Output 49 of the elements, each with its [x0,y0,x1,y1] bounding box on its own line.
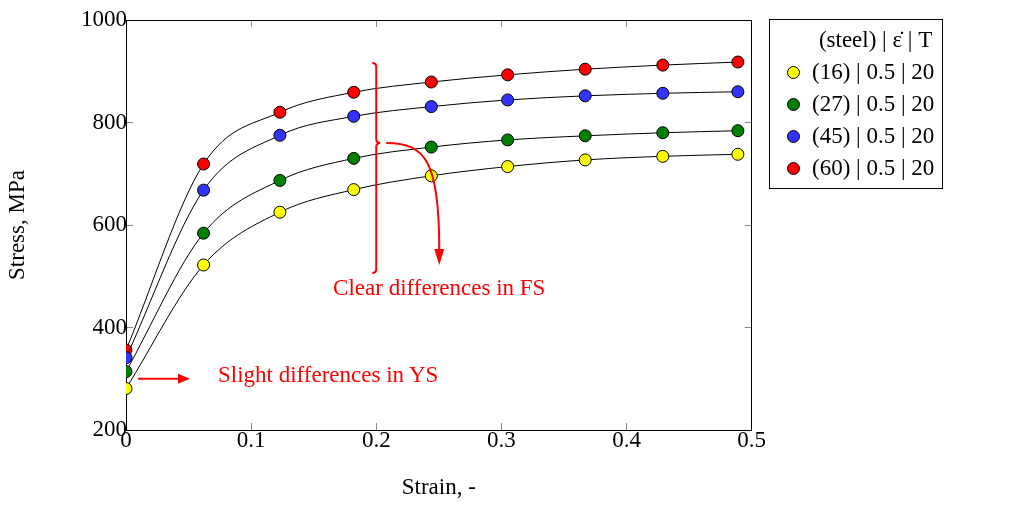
point [731,124,745,138]
y-axis-title: Stress, MPa [3,170,29,280]
point [273,205,287,219]
point [656,126,670,140]
point [273,105,287,119]
point [578,89,592,103]
point [501,160,515,174]
point [578,62,592,76]
point [656,58,670,72]
point [347,109,361,123]
point [731,55,745,69]
point [273,128,287,142]
x-tick-label: 0.4 [612,426,642,452]
point [347,85,361,99]
point [501,93,515,107]
point [501,133,515,147]
x-tick-label: 0.3 [487,426,516,452]
point [578,153,592,167]
point [347,183,361,197]
point [197,183,211,197]
point [424,100,438,114]
x-tick-label: 0.2 [361,426,391,452]
annotation: Clear differences in FS [333,275,546,301]
legend-title: (steel) | ε̇ | T [817,26,934,54]
x-tick-label: 0.5 [737,426,766,452]
point [731,85,745,99]
legend-label: (16) | 0.5 | 20 [812,58,935,86]
point [424,140,438,154]
point [656,86,670,100]
legend-label: (45) | 0.5 | 20 [812,122,935,150]
y-tick-label: 400 [92,313,127,339]
annotation: Slight differences in YS [218,361,439,388]
x-axis-title: Strain, - [401,474,476,500]
point [656,149,670,163]
x-tick-label: 0.1 [236,426,266,452]
point [501,68,515,82]
y-tick-label: 600 [92,211,127,237]
point [273,173,287,187]
y-tick-label: 1000 [81,6,127,32]
point [197,258,211,272]
point [197,226,211,240]
legend-label: (27) | 0.5 | 20 [812,90,935,118]
point [424,75,438,89]
legend-label: (60) | 0.5 | 20 [812,154,935,182]
point [347,151,361,165]
point [578,129,592,143]
point [731,147,745,161]
point [197,157,211,171]
y-tick-label: 800 [92,108,127,134]
